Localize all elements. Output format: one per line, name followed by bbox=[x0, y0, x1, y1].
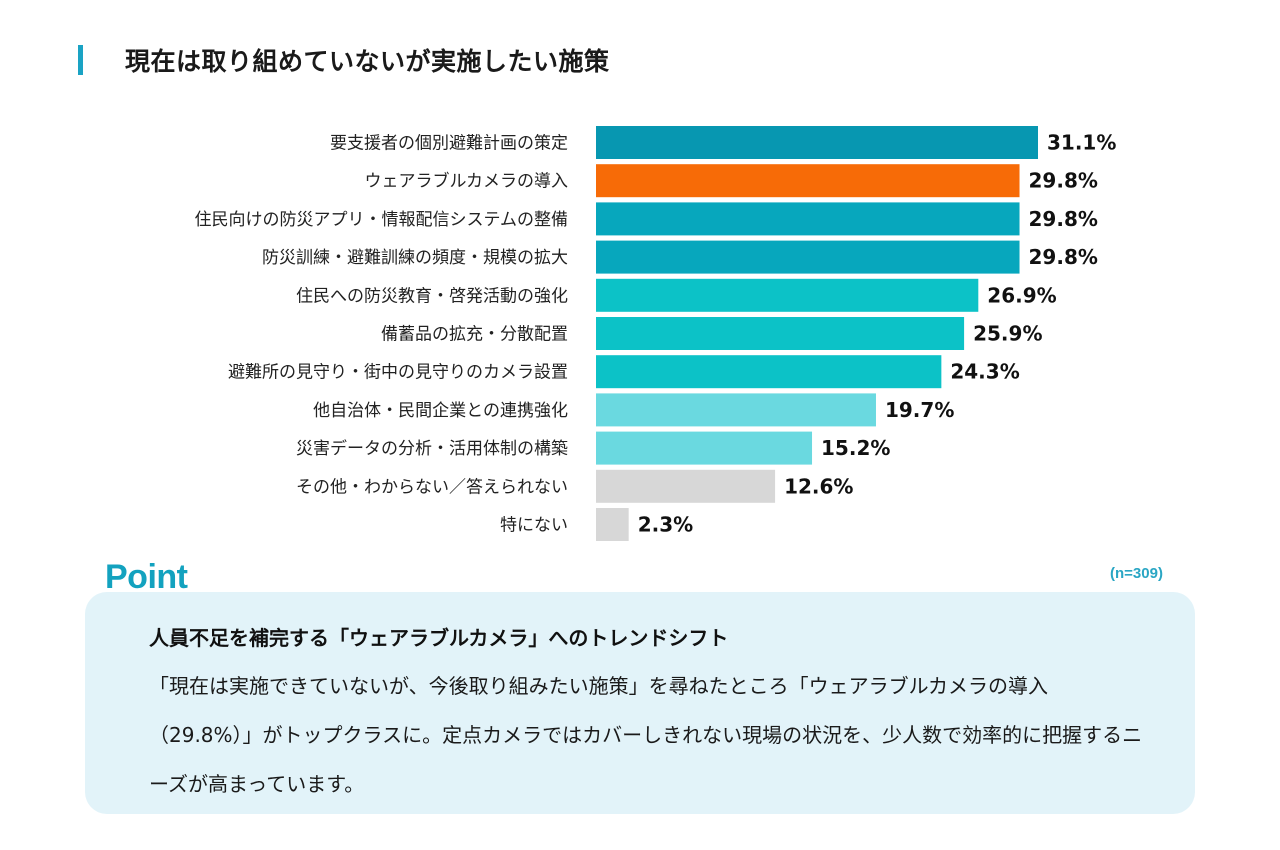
bar bbox=[596, 469, 776, 503]
value-label: 29.8% bbox=[1029, 169, 1098, 193]
bar bbox=[596, 126, 1038, 159]
bar bbox=[596, 508, 629, 541]
category-label: 防災訓練・避難訓練の頻度・規模の拡大 bbox=[262, 248, 568, 268]
chart-title: 現在は取り組めていないが実施したい施策 bbox=[125, 47, 610, 76]
bar bbox=[596, 393, 876, 427]
category-label: 住民への防災教育・啓発活動の強化 bbox=[296, 286, 568, 306]
value-label: 24.3% bbox=[950, 360, 1019, 384]
category-label: 他自治体・民間企業との連携強化 bbox=[313, 401, 568, 421]
point-heading: 人員不足を補完する「ウェアラブルカメラ」へのトレンドシフト bbox=[149, 626, 729, 650]
category-label: ウェアラブルカメラの導入 bbox=[365, 171, 569, 192]
value-label: 26.9% bbox=[987, 283, 1056, 307]
bar bbox=[596, 278, 979, 312]
category-label: 備蓄品の拡充・分散配置 bbox=[381, 325, 568, 345]
point-box: 人員不足を補完する「ウェアラブルカメラ」へのトレンドシフト 「現在は実施できてい… bbox=[85, 592, 1195, 814]
sample-size-note: (n=309) bbox=[1110, 565, 1163, 582]
bar bbox=[596, 431, 813, 465]
value-label: 2.3% bbox=[638, 513, 693, 537]
category-label: 要支援者の個別避難計画の策定 bbox=[330, 134, 568, 154]
value-label: 19.7% bbox=[885, 398, 954, 422]
category-label: 災害データの分析・活用体制の構築 bbox=[296, 438, 568, 459]
point-label: Point bbox=[105, 558, 188, 596]
bar bbox=[596, 164, 1020, 198]
value-label: 31.1% bbox=[1047, 131, 1116, 155]
value-label: 29.8% bbox=[1029, 245, 1098, 269]
category-label: 特にない bbox=[500, 516, 568, 536]
point-body: 「現在は実施できていないが、今後取り組みたい施策」を尋ねたところ「ウェアラブルカ… bbox=[149, 674, 1143, 796]
title-accent-bar bbox=[78, 45, 83, 75]
value-label: 12.6% bbox=[784, 474, 853, 498]
bar bbox=[596, 202, 1020, 236]
chart-title-block: 現在は取り組めていないが実施したい施策 bbox=[78, 40, 610, 80]
category-label: 住民向けの防災アプリ・情報配信システムの整備 bbox=[195, 210, 569, 230]
value-label: 15.2% bbox=[821, 436, 890, 460]
bar bbox=[596, 240, 1020, 274]
value-label: 29.8% bbox=[1029, 207, 1098, 231]
bar bbox=[596, 317, 965, 350]
category-label: 避難所の見守り・街中の見守りのカメラ設置 bbox=[228, 363, 568, 383]
value-label: 25.9% bbox=[973, 322, 1042, 346]
category-label: その他・わからない／答えられない bbox=[296, 477, 568, 497]
bar bbox=[596, 355, 942, 389]
bar-chart: 要支援者の個別避難計画の策定 31.1% ウェアラブルカメラの導入 29.8% 住民向け… bbox=[195, 126, 1116, 541]
